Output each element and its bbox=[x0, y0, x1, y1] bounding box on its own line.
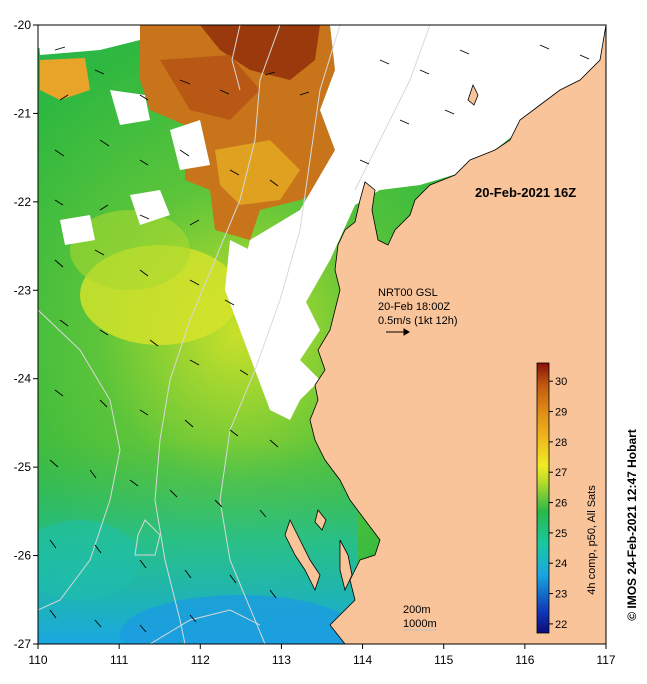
x-tick-label: 112 bbox=[191, 653, 210, 667]
colorbar bbox=[536, 362, 550, 634]
y-tick-label: -20 bbox=[14, 18, 32, 32]
colorbar-tick-label: 26 bbox=[555, 498, 567, 510]
x-tick-label: 110 bbox=[28, 653, 47, 667]
colorbar-tick-label: 29 bbox=[555, 407, 567, 419]
current-info-line1: NRT00 GSL bbox=[378, 287, 438, 299]
land-mass bbox=[309, 25, 606, 644]
depth-contour-1000m: 1000m bbox=[403, 618, 437, 630]
x-tick-label: 117 bbox=[596, 653, 615, 667]
current-scale-arrow bbox=[386, 328, 410, 336]
x-tick-label: 114 bbox=[353, 653, 372, 667]
y-tick-label: -27 bbox=[14, 637, 32, 651]
current-vectors bbox=[49, 44, 590, 633]
colorbar-tick-label: 22 bbox=[555, 619, 567, 631]
x-tick-label: 116 bbox=[515, 653, 534, 667]
imos-credit: © IMOS 24-Feb-2021 12:47 Hobart bbox=[625, 429, 639, 621]
colorbar-tick-label: 30 bbox=[555, 376, 567, 388]
depth-contours bbox=[38, 25, 431, 644]
colorbar-tick-label: 23 bbox=[555, 589, 567, 601]
x-tick-label: 113 bbox=[272, 653, 291, 667]
colorbar-tick-label: 24 bbox=[555, 558, 567, 570]
x-tick-label: 115 bbox=[434, 653, 453, 667]
colorbar-tick-label: 27 bbox=[555, 467, 567, 479]
colorbar-ticks: 22 23 24 25 26 27 28 29 30 bbox=[549, 376, 567, 631]
current-info-line2: 20-Feb 18:00Z bbox=[378, 301, 450, 313]
date-label: 20-Feb-2021 16Z bbox=[475, 185, 576, 200]
x-tick-label: 111 bbox=[110, 653, 129, 667]
current-info-line3: 0.5m/s (1kt 12h) bbox=[378, 315, 457, 327]
colorbar-caption: 4h comp, p50, All Sats bbox=[586, 485, 598, 595]
y-axis-ticks: -20 -21 -22 -23 -24 -25 -26 -27 bbox=[14, 18, 38, 651]
y-tick-label: -22 bbox=[14, 195, 32, 209]
depth-contour-200m: 200m bbox=[403, 604, 431, 616]
y-tick-label: -23 bbox=[14, 283, 32, 297]
colorbar-tick-label: 25 bbox=[555, 528, 567, 540]
colorbar-tick-label: 28 bbox=[555, 437, 567, 449]
plot-frame bbox=[37, 24, 607, 645]
x-axis-ticks: 110 111 112 113 114 115 116 117 bbox=[28, 644, 616, 667]
y-tick-label: -25 bbox=[14, 460, 32, 474]
y-tick-label: -21 bbox=[14, 106, 32, 120]
y-tick-label: -26 bbox=[14, 549, 32, 563]
y-tick-label: -24 bbox=[14, 372, 32, 386]
